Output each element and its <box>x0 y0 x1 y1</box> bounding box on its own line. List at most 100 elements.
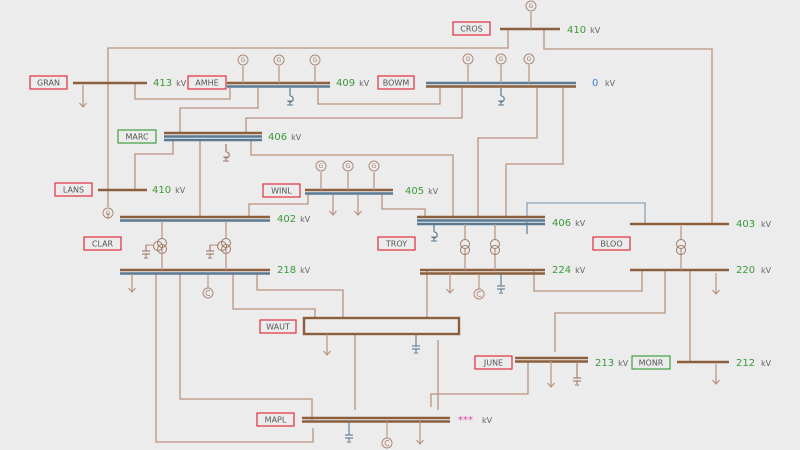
transformer-icon[interactable] <box>676 226 686 270</box>
transmission-line[interactable] <box>533 271 643 292</box>
load-arrow-icon[interactable] <box>323 334 331 356</box>
bus-bowm[interactable]: BOWM 0 kV <box>377 75 616 90</box>
transmission-line[interactable] <box>505 88 564 218</box>
bus-name: CLAR <box>92 240 114 249</box>
shunt-reactor-icon[interactable] <box>497 88 505 106</box>
bus-bloo[interactable]: BLOO 403 kV 220 kV <box>592 219 772 276</box>
generator-icon[interactable]: G <box>462 53 474 65</box>
transformer-icon[interactable] <box>153 221 167 270</box>
load-arrow-icon[interactable] <box>354 195 362 216</box>
generator-icon[interactable]: G <box>237 54 249 66</box>
capacitor-icon[interactable] <box>412 334 420 354</box>
bus-label-box[interactable] <box>259 319 297 334</box>
generator-icon[interactable]: G <box>315 160 327 172</box>
bus-troy[interactable]: TROY 406 kV 224 kV <box>377 218 586 276</box>
bus-label-box[interactable] <box>377 236 416 251</box>
transformer-icon[interactable] <box>460 224 470 270</box>
bus-label-box[interactable] <box>117 129 157 144</box>
transmission-line[interactable] <box>554 271 666 352</box>
bus-label-box[interactable] <box>83 236 122 251</box>
transmission-line[interactable] <box>245 88 463 133</box>
bus-lans[interactable]: LANS 410 kV <box>54 182 186 197</box>
bus-voltage: 410 <box>152 185 171 196</box>
bus-lv-voltage: 224 <box>552 265 571 276</box>
transformer-icon[interactable] <box>217 221 231 270</box>
transmission-line[interactable] <box>250 140 454 218</box>
generator-icon[interactable]: G <box>273 54 285 66</box>
load-arrow-icon[interactable] <box>128 274 136 293</box>
capacitor-icon[interactable] <box>497 273 505 294</box>
shunt-reactor-icon[interactable] <box>286 88 294 106</box>
transmission-line[interactable] <box>107 29 509 207</box>
bus-winl[interactable]: WINL 405 kV <box>262 183 439 198</box>
busbar-waut[interactable] <box>302 316 461 336</box>
transmission-line[interactable] <box>179 274 313 420</box>
bus-label-box[interactable] <box>377 75 415 90</box>
bus-marc[interactable]: MARC 406 kV <box>117 129 302 144</box>
transmission-line[interactable] <box>134 140 174 190</box>
generator-icon[interactable]: G <box>342 160 354 172</box>
bus-label-box[interactable] <box>54 182 93 197</box>
bus-label-box[interactable] <box>29 75 68 90</box>
bus-monr[interactable]: MONR 212 kV <box>631 355 772 370</box>
bus-label-box[interactable] <box>592 236 631 251</box>
transmission-line[interactable] <box>256 274 344 318</box>
transformer-icon[interactable] <box>490 224 500 270</box>
shunt-reactor-icon[interactable] <box>430 224 438 242</box>
transmission-line[interactable] <box>477 88 538 218</box>
transmission-line[interactable] <box>526 202 646 224</box>
generator-icon[interactable]: G <box>102 207 114 219</box>
bus-waut[interactable]: WAUT <box>259 319 297 334</box>
transmission-line[interactable] <box>179 88 259 133</box>
load-arrow-icon[interactable] <box>712 273 720 295</box>
bus-name: GRAN <box>37 79 60 88</box>
voltage-unit: kV <box>761 359 772 368</box>
bus-name: AMHE <box>195 79 218 88</box>
transmission-line[interactable] <box>248 193 309 218</box>
generator-icon[interactable]: G <box>495 53 507 65</box>
generator-icon[interactable]: G <box>525 0 537 12</box>
bus-amhe[interactable]: AMHE 409 kV <box>187 75 370 90</box>
voltage-unit: kV <box>605 79 616 88</box>
transmission-line[interactable] <box>232 274 316 318</box>
bus-gran[interactable]: GRAN 413 kV <box>29 75 187 90</box>
bus-clar[interactable]: CLAR 402 kV 218 kV <box>83 214 311 276</box>
bus-cros[interactable]: CROS 410 kV <box>452 21 601 36</box>
transmission-line[interactable] <box>430 362 529 407</box>
transmission-line[interactable] <box>543 29 713 224</box>
load-arrow-icon[interactable] <box>329 195 337 216</box>
bus-name: MAPL <box>265 416 287 425</box>
load-arrow-icon[interactable] <box>79 85 87 108</box>
bus-label-box[interactable] <box>187 75 227 90</box>
generator-icon[interactable]: G <box>523 53 535 65</box>
bus-june[interactable]: JUNE 213 kV <box>474 355 629 370</box>
load-arrow-icon[interactable] <box>712 364 720 385</box>
synchronous-condenser-icon[interactable] <box>202 274 214 299</box>
transmission-line[interactable] <box>317 88 441 105</box>
capacitor-icon[interactable] <box>345 421 353 443</box>
generator-symbol: G <box>466 56 471 63</box>
load-arrow-icon[interactable] <box>416 421 424 445</box>
shunt-reactor-icon[interactable] <box>222 144 230 162</box>
bus-label-box[interactable] <box>631 355 671 370</box>
bus-label-box[interactable] <box>256 412 295 427</box>
generator-icon[interactable]: G <box>309 54 321 66</box>
synchronous-condenser-icon[interactable] <box>473 274 485 300</box>
capacitor-icon[interactable] <box>206 245 214 259</box>
transmission-line[interactable] <box>134 83 231 100</box>
capacitor-icon[interactable] <box>142 245 150 259</box>
bus-voltage: 213 <box>595 358 614 369</box>
transmission-line[interactable] <box>155 274 314 443</box>
bus-label-box[interactable] <box>474 355 513 370</box>
bus-label-box[interactable] <box>262 183 301 198</box>
generator-icon[interactable]: G <box>368 160 380 172</box>
bus-label-box[interactable] <box>452 21 491 36</box>
transmission-line[interactable] <box>381 193 426 218</box>
bus-mapl[interactable]: MAPL *** kV <box>256 412 493 427</box>
bus-voltage: 410 <box>567 25 586 36</box>
load-arrow-icon[interactable] <box>547 361 555 388</box>
capacitor-icon[interactable] <box>573 361 581 386</box>
load-arrow-icon[interactable] <box>446 273 454 294</box>
synchronous-condenser-icon[interactable] <box>381 421 393 449</box>
